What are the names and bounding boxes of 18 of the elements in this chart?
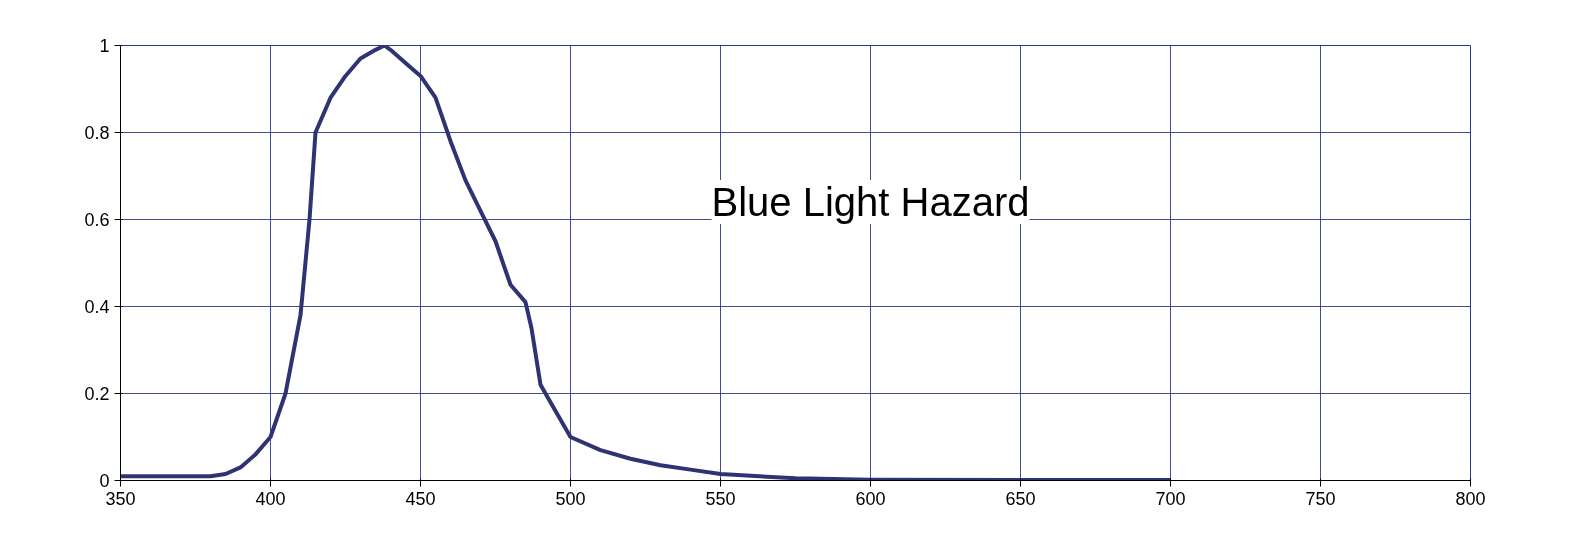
x-tick-label: 450: [405, 488, 436, 509]
x-tick-label: 400: [255, 488, 286, 509]
x-tick-label: 750: [1305, 488, 1336, 509]
x-tick-label: 550: [705, 488, 736, 509]
x-tick-label: 650: [1005, 488, 1036, 509]
y-tick-label: 0.8: [84, 123, 110, 143]
y-tick-label: 0: [99, 471, 110, 491]
y-tick-label: 0.4: [84, 297, 110, 317]
x-tick-label: 500: [555, 488, 586, 509]
y-tick-label: 0.6: [84, 210, 110, 230]
x-tick-label: 350: [105, 488, 136, 509]
y-tick-label: 0.2: [84, 384, 110, 404]
x-tick-label: 600: [855, 488, 886, 509]
line-series: [120, 45, 1173, 481]
y-tick-label: 1: [99, 36, 110, 56]
x-tick-label: 700: [1155, 488, 1186, 509]
x-tick-label: 800: [1455, 488, 1486, 509]
annotation: Blue Light Hazard: [711, 180, 1030, 225]
